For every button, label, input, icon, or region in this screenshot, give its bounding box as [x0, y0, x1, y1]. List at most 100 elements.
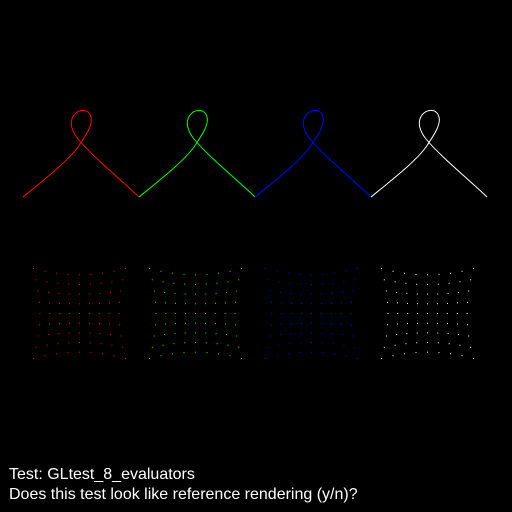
- grid-point: [172, 353, 173, 355]
- grid-point: [57, 282, 59, 284]
- grid-point: [354, 346, 356, 348]
- grid-point: [165, 323, 166, 325]
- grid-point: [195, 351, 196, 353]
- grid-point: [437, 283, 439, 285]
- grid-point: [122, 279, 124, 281]
- grid-point: [470, 279, 472, 281]
- grid-point: [387, 313, 389, 314]
- grid-point: [438, 352, 440, 354]
- grid-point: [111, 281, 113, 283]
- grid-point: [68, 293, 70, 295]
- grid-point: [459, 281, 461, 283]
- grid-point: [79, 274, 80, 276]
- grid-point: [35, 279, 37, 281]
- grid-point: [57, 343, 59, 345]
- grid-point: [185, 322, 186, 324]
- grid-point: [90, 352, 92, 354]
- evaluator-point-grid-4: [381, 268, 474, 359]
- grid-point: [383, 346, 385, 348]
- grid-point: [340, 313, 342, 314]
- grid-point: [68, 332, 70, 334]
- grid-point: [44, 270, 46, 272]
- grid-point: [331, 333, 333, 335]
- grid-point: [387, 324, 388, 326]
- grid-point: [276, 355, 278, 357]
- grid-point: [165, 302, 166, 304]
- grid-point: [281, 313, 283, 314]
- grid-point: [407, 313, 409, 314]
- grid-point: [99, 302, 100, 304]
- grid-point: [290, 333, 292, 335]
- grid-point: [461, 270, 463, 272]
- grid-point: [79, 342, 80, 343]
- grid-point: [206, 352, 208, 354]
- grid-point: [56, 353, 57, 355]
- grid-point: [416, 293, 418, 295]
- grid-point: [35, 346, 37, 348]
- grid-point: [48, 334, 50, 336]
- test-title: Test: GLtest_8_evaluators: [9, 466, 195, 483]
- grid-point: [205, 283, 207, 285]
- grid-point: [350, 313, 352, 314]
- grid-point: [109, 323, 110, 325]
- grid-point: [185, 303, 186, 305]
- grid-point: [49, 323, 50, 325]
- grid-point: [89, 283, 91, 285]
- grid-point: [49, 313, 51, 314]
- grid-point: [33, 358, 34, 359]
- grid-point: [109, 302, 110, 304]
- grid-point: [225, 323, 226, 325]
- grid-point: [456, 313, 458, 314]
- grid-point: [160, 355, 162, 357]
- grid-point: [461, 355, 463, 357]
- grid-point: [407, 302, 408, 304]
- grid-point: [58, 333, 60, 335]
- grid-point: [468, 335, 470, 337]
- grid-point: [174, 292, 176, 294]
- grid-point: [311, 303, 312, 305]
- grid-point: [100, 282, 102, 284]
- grid-point: [265, 268, 266, 269]
- grid-point: [195, 313, 196, 314]
- evaluator-curve-4: [370, 109, 488, 198]
- grid-point: [321, 293, 323, 295]
- grid-point: [90, 273, 92, 275]
- grid-point: [215, 323, 216, 325]
- grid-point: [404, 353, 405, 355]
- grid-point: [89, 303, 90, 305]
- grid-point: [102, 272, 103, 274]
- grid-point: [68, 342, 70, 344]
- grid-point: [195, 322, 196, 324]
- grid-point: [436, 313, 438, 314]
- grid-point: [447, 302, 448, 304]
- grid-point: [280, 334, 282, 336]
- grid-point: [48, 291, 50, 293]
- grid-point: [39, 313, 41, 314]
- grid-point: [162, 344, 164, 346]
- grid-point: [89, 322, 90, 324]
- grid-point: [49, 302, 50, 304]
- grid-point: [448, 343, 450, 345]
- grid-point: [301, 303, 302, 305]
- grid-point: [205, 322, 206, 324]
- grid-point: [330, 313, 332, 314]
- grid-point: [334, 272, 335, 274]
- grid-point: [311, 351, 312, 353]
- grid-point: [276, 270, 278, 272]
- grid-point: [331, 302, 332, 304]
- grid-point: [216, 343, 218, 345]
- grid-point: [447, 292, 449, 294]
- grid-point: [392, 270, 394, 272]
- grid-point: [385, 335, 387, 337]
- grid-point: [39, 324, 40, 326]
- grid-point: [67, 273, 69, 275]
- grid-point: [98, 313, 100, 314]
- grid-point: [79, 284, 80, 285]
- grid-point: [184, 332, 186, 334]
- grid-point: [235, 324, 236, 326]
- grid-point: [280, 291, 282, 293]
- grid-point: [385, 290, 387, 292]
- grid-point: [225, 302, 226, 304]
- grid-point: [392, 355, 394, 357]
- grid-point: [447, 333, 449, 335]
